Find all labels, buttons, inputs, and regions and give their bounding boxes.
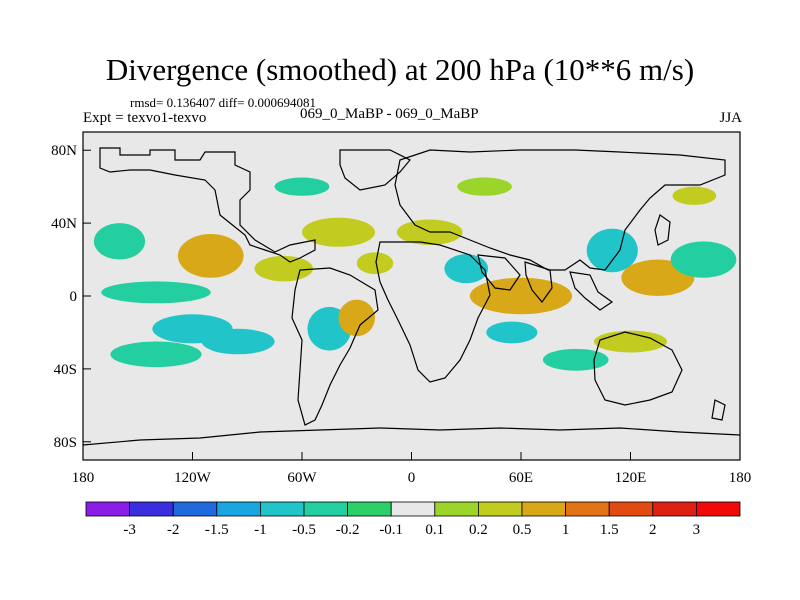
colorbar-label-2: -1.5 <box>205 522 229 538</box>
field-blob-8 <box>302 217 375 247</box>
field-blob-1 <box>177 234 244 278</box>
center-label: 069_0_MaBP - 069_0_MaBP <box>300 106 479 122</box>
colorbar-swatch-8 <box>434 501 479 517</box>
eurasia-outline <box>394 149 726 271</box>
south-america-outline <box>291 267 379 426</box>
field-blob-0 <box>93 223 146 260</box>
colorbar: -3 -2 -1.5 -1 -0.5 -0.2 -0.1 0.1 0.2 0.5 1 1.5 2 3 <box>85 501 741 538</box>
axis-ticks: 180 120W 60W 0 60E 120E 180 80N 40N 0 40S 80S <box>51 143 751 486</box>
field-blob-7 <box>338 299 375 337</box>
y-tick-label-1: 40N <box>51 216 77 232</box>
field-blob-20 <box>457 177 512 196</box>
north-america-outline <box>99 147 316 263</box>
colorbar-swatch-10 <box>521 501 566 517</box>
chart-title: Divergence (smoothed) at 200 hPa (10**6 … <box>105 52 695 87</box>
new-zealand-outline <box>711 399 726 421</box>
colorbar-swatch-7 <box>390 501 436 517</box>
greenland-outline <box>339 149 411 191</box>
stats-label: rmsd= 0.136407 diff= 0.000694081 <box>130 95 316 110</box>
africa-outline <box>375 241 491 383</box>
y-tick-label-4: 80S <box>54 435 77 451</box>
field-blob-10 <box>356 252 394 275</box>
colorbar-label-3: -1 <box>254 522 267 538</box>
field-blob-2 <box>101 281 211 304</box>
colorbar-swatch-0 <box>85 501 130 517</box>
colorbar-swatch-9 <box>477 501 523 517</box>
colorbar-swatch-1 <box>129 501 174 517</box>
colorbar-label-9: 0.5 <box>513 522 532 538</box>
colorbar-swatch-11 <box>565 501 610 517</box>
field-blob-14 <box>486 321 538 344</box>
experiment-label: Expt = texvo1-texvo <box>83 110 207 126</box>
coastline-layer <box>83 147 740 446</box>
colorbar-label-7: 0.1 <box>425 522 444 538</box>
field-blob-5 <box>201 328 275 355</box>
colorbar-swatch-2 <box>172 501 218 517</box>
colorbar-swatch-6 <box>347 501 392 517</box>
colorbar-swatch-13 <box>652 501 697 517</box>
x-tick-label-5: 120E <box>615 470 647 486</box>
field-blob-17 <box>670 241 737 278</box>
japan-outline <box>654 214 671 246</box>
colorbar-label-5: -0.2 <box>336 522 360 538</box>
y-tick-label-3: 40S <box>54 362 77 378</box>
x-tick-label-3: 0 <box>408 470 416 486</box>
field-blob-21 <box>274 177 330 196</box>
x-tick-label-0: 180 <box>72 470 95 486</box>
season-label: JJA <box>719 110 742 126</box>
x-tick-label-4: 60E <box>509 470 533 486</box>
colorbar-label-11: 1.5 <box>600 522 619 538</box>
colorbar-label-8: 0.2 <box>469 522 488 538</box>
india-outline <box>524 261 553 303</box>
field-blob-22 <box>672 186 717 205</box>
colorbar-label-0: -3 <box>123 522 136 538</box>
x-tick-label-2: 60W <box>287 470 317 486</box>
field-blob-19 <box>542 348 609 371</box>
colorbar-label-12: 2 <box>649 522 657 538</box>
colorbar-label-13: 3 <box>693 522 701 538</box>
southeast-asia-outline <box>569 271 614 311</box>
y-tick-label-0: 80N <box>51 143 77 159</box>
antarctica-outline <box>83 427 740 446</box>
x-tick-label-1: 120W <box>174 470 212 486</box>
colorbar-swatch-12 <box>608 501 654 517</box>
colorbar-label-4: -0.5 <box>292 522 316 538</box>
colorbar-swatch-4 <box>259 501 305 517</box>
colorbar-label-6: -0.1 <box>379 522 403 538</box>
colorbar-swatch-5 <box>303 501 348 517</box>
field-blob-4 <box>110 341 202 368</box>
colorbar-swatch-3 <box>216 501 261 517</box>
x-tick-label-6: 180 <box>729 470 752 486</box>
australia-outline <box>593 331 683 406</box>
colorbar-swatch-14 <box>696 501 741 517</box>
field-layer <box>93 177 737 371</box>
colorbar-label-10: 1 <box>562 522 570 538</box>
field-blob-15 <box>586 228 638 273</box>
arabia-outline <box>477 254 521 291</box>
y-tick-label-2: 0 <box>70 289 78 305</box>
field-blob-9 <box>254 255 313 282</box>
colorbar-label-1: -2 <box>167 522 180 538</box>
field-blob-13 <box>469 277 573 315</box>
